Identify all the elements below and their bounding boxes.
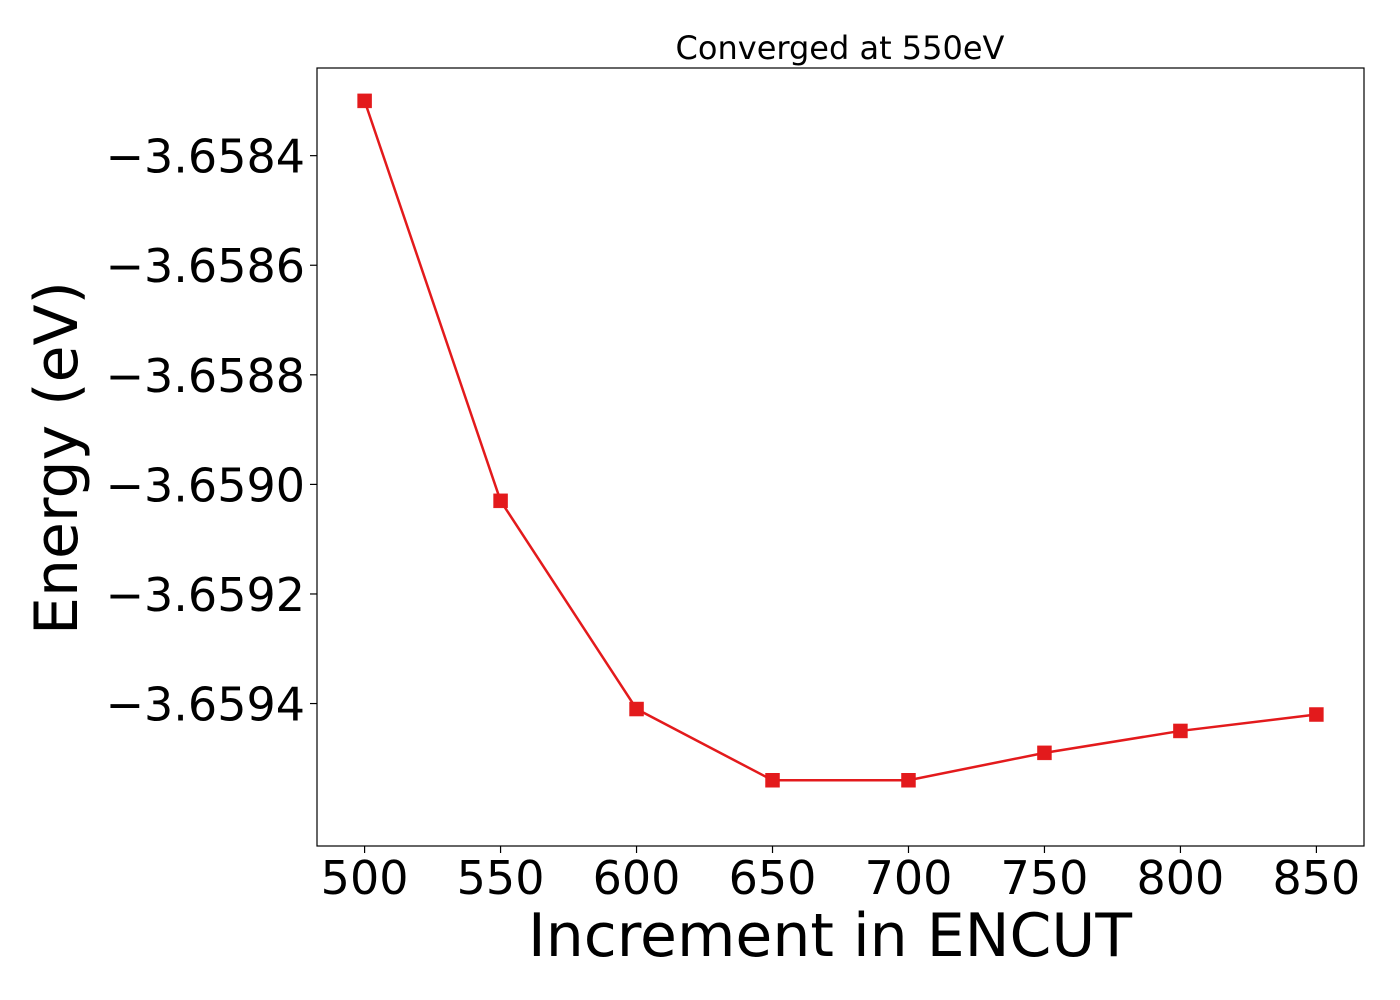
data-point-marker (765, 773, 780, 788)
x-tick-label: 750 (1001, 851, 1089, 905)
data-point-marker (493, 493, 508, 509)
x-tick-label: 550 (457, 851, 545, 905)
data-point-marker (357, 93, 372, 109)
y-tick-label: −3.6584 (106, 130, 306, 184)
y-tick-label: −3.6590 (106, 458, 306, 512)
y-tick-label: −3.6592 (106, 568, 306, 622)
y-axis: −3.6584 −3.6586 −3.6588 −3.6590 −3.6592 −3.65… (106, 130, 317, 732)
x-tick-label: 600 (593, 851, 681, 905)
x-axis-label: Increment in ENCUT (528, 901, 1132, 971)
data-point-marker (901, 773, 916, 788)
x-axis: 500 550 600 650 700 750 800 850 (321, 846, 1361, 905)
x-tick-label: 700 (865, 851, 953, 905)
x-tick-label: 850 (1273, 851, 1361, 905)
chart-title: Converged at 550eV (676, 29, 1005, 67)
data-point-marker (1173, 723, 1188, 739)
series-line (363, 100, 1317, 782)
y-tick-label: −3.6588 (106, 349, 306, 403)
data-point-marker (1309, 707, 1324, 722)
data-point-marker (629, 701, 644, 717)
series-layer (357, 93, 1324, 788)
plot-area (316, 67, 1365, 847)
x-tick-label: 650 (729, 851, 817, 905)
y-tick-label: −3.6586 (106, 239, 306, 293)
y-tick-label: −3.6594 (106, 678, 306, 732)
data-point-marker (1037, 745, 1052, 761)
y-axis-label: Energy (eV) (22, 281, 92, 635)
x-tick-label: 500 (321, 851, 409, 905)
x-tick-label: 800 (1137, 851, 1225, 905)
